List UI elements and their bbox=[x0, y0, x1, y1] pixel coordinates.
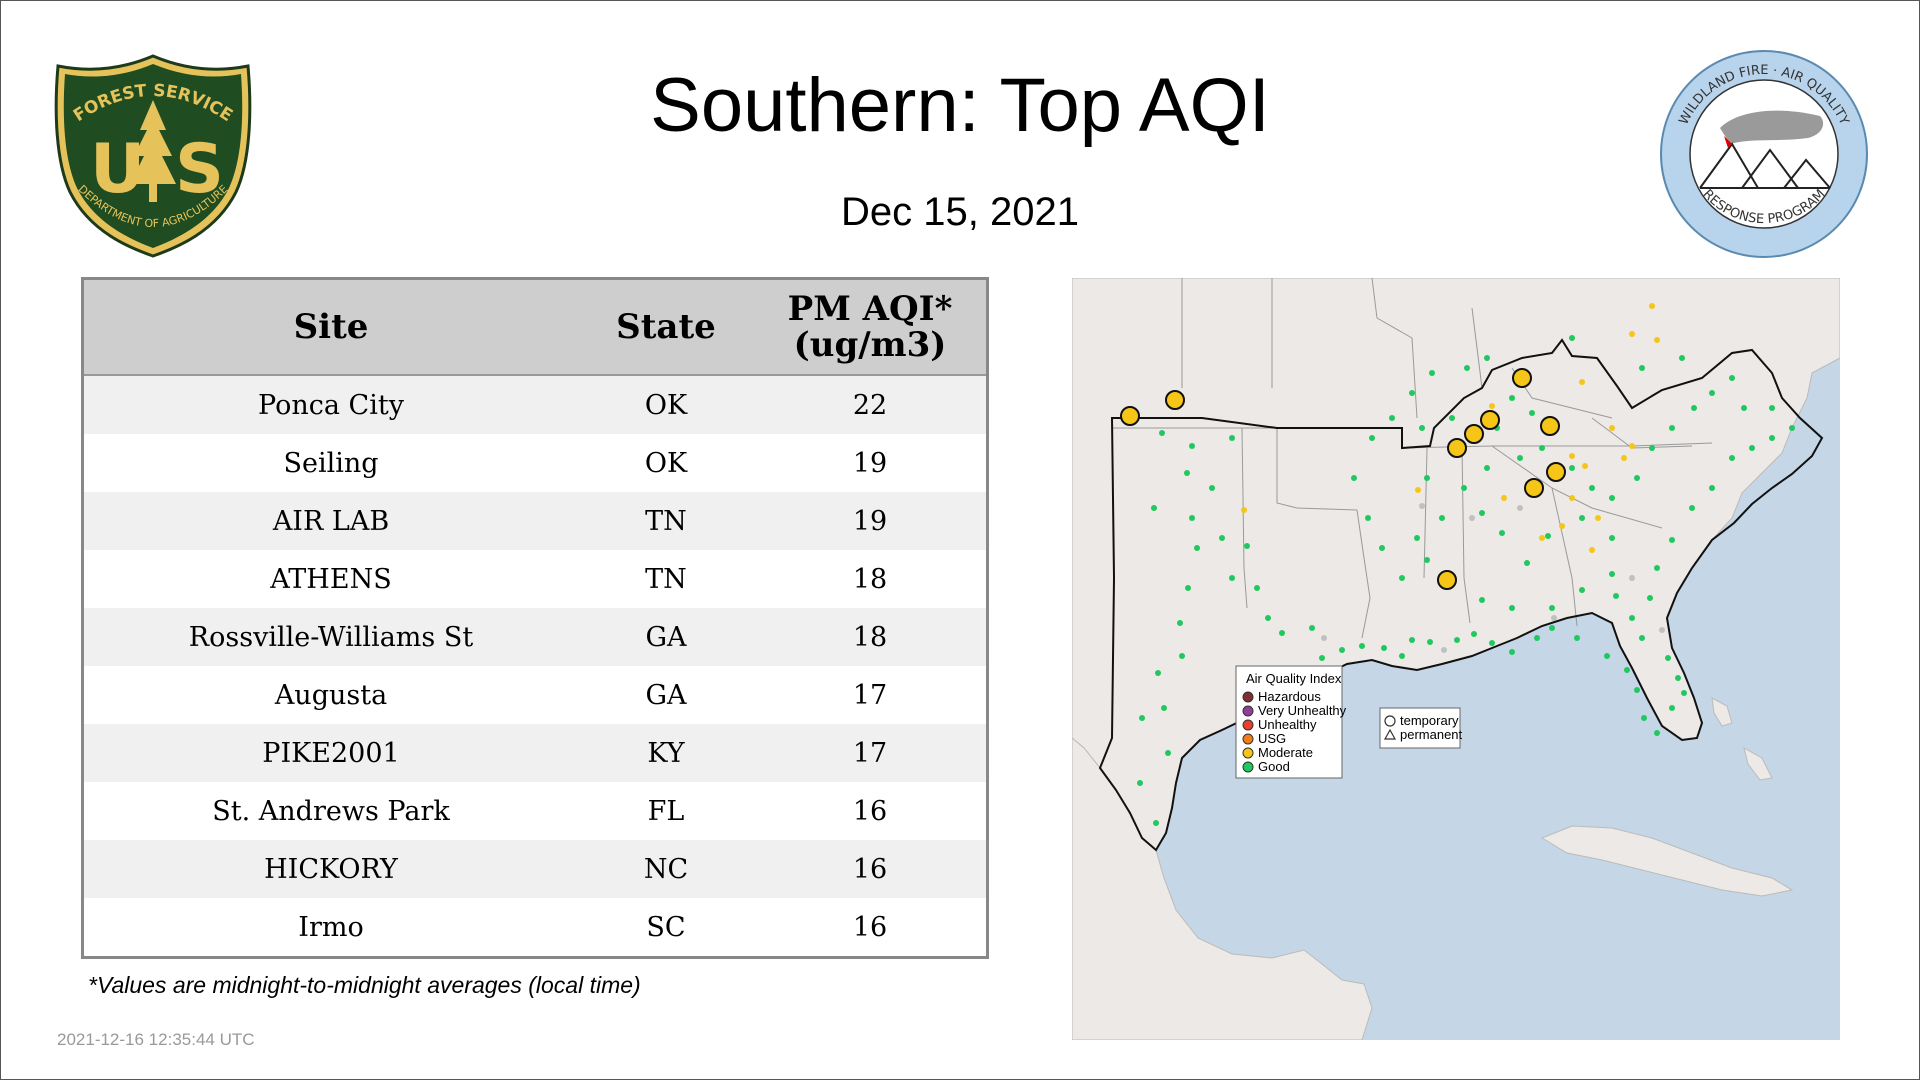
forest-service-logo: FOREST SERVICE U S DEPARTMENT OF AGRICUL… bbox=[54, 54, 252, 258]
cell-value: 17 bbox=[754, 666, 988, 724]
cell-site: Augusta bbox=[82, 666, 578, 724]
table-row: PIKE2001 KY 17 bbox=[82, 724, 988, 782]
cell-value: 18 bbox=[754, 608, 988, 666]
aqi-map: Air Quality Index Hazardous Very Unhealt… bbox=[1072, 278, 1840, 1040]
pine-tree-icon bbox=[130, 100, 176, 202]
cell-value: 17 bbox=[754, 724, 988, 782]
footnote: *Values are midnight-to-midnight average… bbox=[88, 972, 641, 998]
timestamp: 2021-12-16 12:35:44 UTC bbox=[57, 1030, 255, 1049]
good-stations bbox=[1137, 335, 1795, 826]
forest-service-logo-s: S bbox=[175, 130, 224, 209]
table-header-row: Site State PM AQI* (ug/m3) bbox=[82, 278, 988, 376]
moderate-stations-small bbox=[1241, 303, 1660, 553]
aqi-table: Site State PM AQI* (ug/m3) Ponca City OK 2… bbox=[81, 277, 989, 959]
table-row: Rossville-Williams St GA 18 bbox=[82, 608, 988, 666]
shape-legend-permanent: permanent bbox=[1400, 727, 1463, 742]
aqi-legend-moderate: Moderate bbox=[1258, 745, 1313, 760]
missing-stations bbox=[1321, 503, 1665, 653]
cell-state: GA bbox=[578, 608, 754, 666]
aqi-legend: Air Quality Index Hazardous Very Unhealt… bbox=[1235, 665, 1347, 779]
cell-site: St. Andrews Park bbox=[82, 782, 578, 840]
table-row: Augusta GA 17 bbox=[82, 666, 988, 724]
cell-state: FL bbox=[578, 782, 754, 840]
cell-value: 22 bbox=[754, 375, 988, 434]
triangle-icon bbox=[1383, 728, 1397, 740]
header-site: Site bbox=[82, 278, 578, 376]
cell-state: OK bbox=[578, 375, 754, 434]
aqi-map-svg: Air Quality Index Hazardous Very Unhealt… bbox=[1072, 278, 1840, 1040]
aqi-legend-usg: USG bbox=[1258, 731, 1286, 746]
aqi-legend-title: Air Quality Index bbox=[1246, 671, 1342, 686]
table-row: St. Andrews Park FL 16 bbox=[82, 782, 988, 840]
cell-site: Ponca City bbox=[82, 375, 578, 434]
page-date: Dec 15, 2021 bbox=[841, 190, 1079, 234]
table-row: Seiling OK 19 bbox=[82, 434, 988, 492]
header-state: State bbox=[578, 278, 754, 376]
cell-site: ATHENS bbox=[82, 550, 578, 608]
cell-state: TN bbox=[578, 492, 754, 550]
page-title: Southern: Top AQI bbox=[650, 63, 1270, 148]
shape-legend: temporary permanent bbox=[1379, 707, 1463, 749]
flag-icon bbox=[1724, 136, 1732, 148]
forest-service-logo-u: U bbox=[90, 130, 145, 209]
table-row: HICKORY NC 16 bbox=[82, 840, 988, 898]
moderate-stations-large bbox=[1120, 368, 1566, 590]
cell-site: Rossville-Williams St bbox=[82, 608, 578, 666]
aqi-legend-hazardous: Hazardous bbox=[1258, 689, 1321, 704]
cell-site: HICKORY bbox=[82, 840, 578, 898]
cell-state: GA bbox=[578, 666, 754, 724]
cell-site: AIR LAB bbox=[82, 492, 578, 550]
header-pm-aqi: PM AQI* (ug/m3) bbox=[754, 278, 988, 376]
cell-site: PIKE2001 bbox=[82, 724, 578, 782]
smoke-icon bbox=[1720, 110, 1824, 144]
land-bahamas bbox=[1711, 697, 1773, 781]
cell-value: 19 bbox=[754, 434, 988, 492]
cell-state: KY bbox=[578, 724, 754, 782]
cell-state: NC bbox=[578, 840, 754, 898]
aqi-legend-good: Good bbox=[1258, 759, 1290, 774]
cell-value: 19 bbox=[754, 492, 988, 550]
land-cuba bbox=[1540, 825, 1794, 897]
wildland-fire-logo: WILDLAND FIRE · AIR QUALITY RESPONSE PRO… bbox=[1660, 50, 1868, 258]
table-row: Ponca City OK 22 bbox=[82, 375, 988, 434]
shape-legend-temporary: temporary bbox=[1400, 713, 1459, 728]
land-north-america bbox=[1072, 278, 1840, 851]
table-row: ATHENS TN 18 bbox=[82, 550, 988, 608]
table-row: AIR LAB TN 19 bbox=[82, 492, 988, 550]
header-pm-aqi-line2: (ug/m3) bbox=[793, 325, 947, 365]
cell-state: SC bbox=[578, 898, 754, 958]
cell-state: TN bbox=[578, 550, 754, 608]
table-row: Irmo SC 16 bbox=[82, 898, 988, 958]
cell-value: 16 bbox=[754, 782, 988, 840]
header-pm-aqi-line1: PM AQI* bbox=[787, 289, 953, 329]
aqi-legend-unhealthy: Unhealthy bbox=[1258, 717, 1317, 732]
cell-state: OK bbox=[578, 434, 754, 492]
circle-icon bbox=[1384, 715, 1396, 727]
cell-value: 16 bbox=[754, 840, 988, 898]
cell-value: 16 bbox=[754, 898, 988, 958]
southern-region-outline bbox=[1098, 338, 1824, 852]
cell-site: Irmo bbox=[82, 898, 578, 958]
cell-value: 18 bbox=[754, 550, 988, 608]
cell-site: Seiling bbox=[82, 434, 578, 492]
aqi-legend-very-unhealthy: Very Unhealthy bbox=[1258, 703, 1347, 718]
